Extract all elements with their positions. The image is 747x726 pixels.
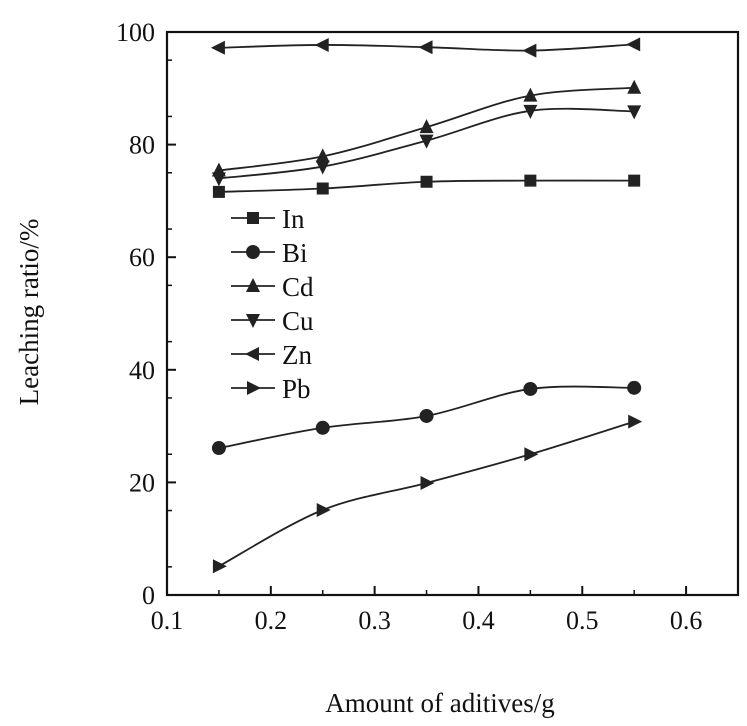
data-point-cu xyxy=(627,105,642,120)
legend-label: In xyxy=(282,204,305,234)
legend-marker xyxy=(247,381,261,395)
data-point-in xyxy=(420,175,433,188)
series-group xyxy=(210,37,643,574)
legend-marker xyxy=(246,314,260,328)
data-point-cd xyxy=(523,87,538,102)
legend: In Bi Cd Cu Zn Pb xyxy=(231,204,314,404)
series-bi xyxy=(211,380,642,456)
data-point-cu xyxy=(419,134,434,149)
data-point-zn xyxy=(314,37,329,52)
y-tick-label: 60 xyxy=(129,243,155,272)
legend-item-pb: Pb xyxy=(231,374,311,404)
data-point-bi xyxy=(419,408,434,423)
legend-marker xyxy=(245,347,259,361)
x-tick-label: 0.6 xyxy=(670,606,703,635)
legend-marker xyxy=(246,245,260,259)
data-point-bi xyxy=(211,441,226,456)
y-tick-label: 0 xyxy=(142,581,155,610)
legend-label: Cd xyxy=(282,272,314,302)
x-tick-label: 0.3 xyxy=(358,606,391,635)
data-point-pb xyxy=(628,414,643,429)
data-point-zn xyxy=(418,40,433,55)
series-cu xyxy=(211,104,642,187)
legend-label: Pb xyxy=(282,374,311,404)
y-tick-label: 80 xyxy=(129,131,155,160)
data-point-in xyxy=(524,174,537,187)
data-point-cd xyxy=(315,148,330,163)
data-point-cd xyxy=(627,79,642,94)
series-zn xyxy=(210,37,641,58)
x-tick-label: 0.4 xyxy=(462,606,495,635)
legend-label: Zn xyxy=(282,340,312,370)
series-line-pb xyxy=(218,420,635,568)
plot-frame xyxy=(165,30,740,597)
series-in xyxy=(212,174,641,198)
legend-marker xyxy=(246,278,260,292)
data-point-cd xyxy=(419,119,434,134)
y-tick-label: 100 xyxy=(116,18,155,47)
data-point-bi xyxy=(523,381,538,396)
x-tick-label: 0.2 xyxy=(255,606,288,635)
legend-item-bi: Bi xyxy=(231,238,308,268)
data-point-pb xyxy=(316,502,331,517)
series-cd xyxy=(211,79,642,177)
y-tick-label: 40 xyxy=(129,356,155,385)
data-point-zn xyxy=(522,43,537,58)
data-point-zn xyxy=(210,40,225,55)
legend-marker xyxy=(247,212,259,224)
data-point-cu xyxy=(523,104,538,119)
legend-item-cd: Cd xyxy=(231,272,314,302)
data-point-pb xyxy=(420,475,435,490)
legend-item-zn: Zn xyxy=(231,340,312,370)
data-point-in xyxy=(212,185,225,198)
data-point-in xyxy=(316,182,329,195)
y-axis-label: Leaching ratio/% xyxy=(14,219,44,406)
axes: 0 20 40 60 80 100 0.1 0.2 0.3 0.4 0.5 0.6 xyxy=(116,18,740,635)
x-tick-label: 0.5 xyxy=(566,606,599,635)
legend-label: Bi xyxy=(282,238,308,268)
data-point-cu xyxy=(315,160,330,175)
data-point-pb xyxy=(212,559,227,574)
legend-label: Cu xyxy=(282,306,314,336)
legend-item-in: In xyxy=(231,204,305,234)
x-axis-label: Amount of aditives/g xyxy=(325,688,554,718)
data-point-pb xyxy=(524,447,539,462)
data-point-cu xyxy=(211,172,226,187)
data-point-bi xyxy=(315,420,330,435)
data-point-zn xyxy=(626,37,641,52)
data-point-in xyxy=(628,174,641,187)
x-tick-label: 0.1 xyxy=(151,606,184,635)
y-tick-label: 20 xyxy=(129,468,155,497)
legend-item-cu: Cu xyxy=(231,306,314,336)
data-point-bi xyxy=(627,380,642,395)
series-pb xyxy=(212,414,643,574)
